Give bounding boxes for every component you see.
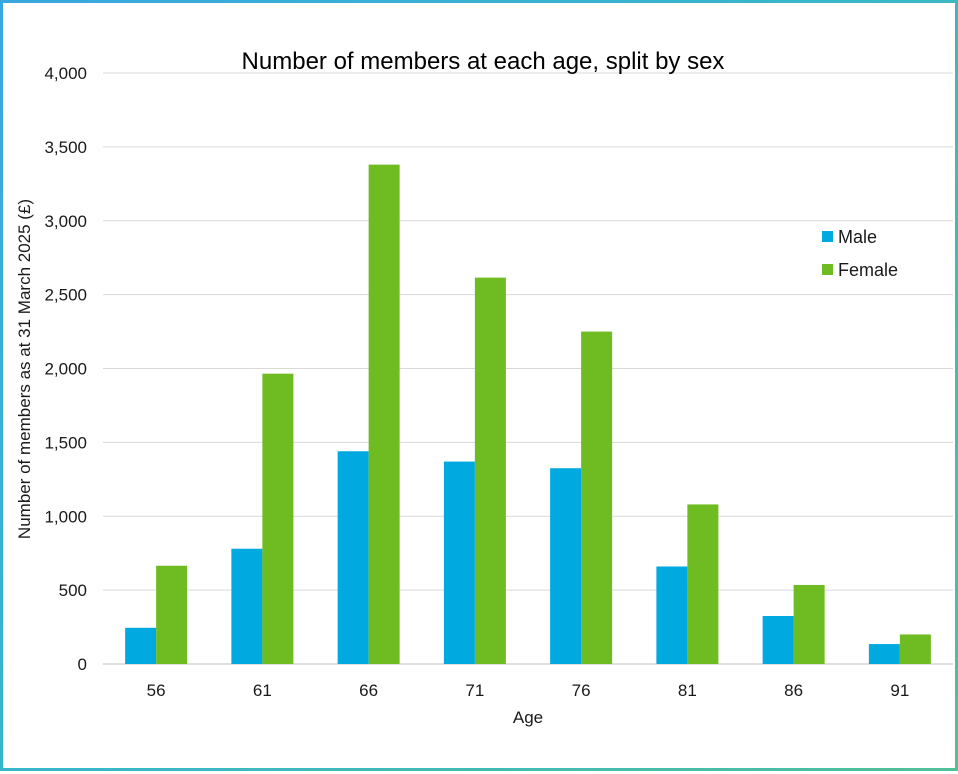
y-tick-label: 1,000 [44, 507, 87, 526]
x-tick-labels: 56 61 66 71 76 81 86 91 [147, 681, 910, 700]
x-tick-label: 71 [465, 681, 484, 700]
y-tick-label: 2,500 [44, 286, 87, 305]
legend-label-male: Male [838, 227, 877, 247]
bar-female-66 [368, 164, 400, 665]
bar-female-56 [156, 565, 188, 664]
bar-female-61 [262, 373, 294, 664]
bar-male-71 [443, 461, 475, 664]
x-tick-label: 56 [147, 681, 166, 700]
y-tick-label: 3,500 [44, 138, 87, 157]
y-tick-label: 2,000 [44, 360, 87, 379]
bars [125, 164, 931, 665]
y-tick-label: 3,000 [44, 212, 87, 231]
legend-swatch-male [822, 231, 833, 242]
x-tick-label: 81 [678, 681, 697, 700]
chart-title: Number of members at each age, split by … [242, 48, 725, 75]
y-axis-label: Number of members as at 31 March 2025 (£… [15, 199, 34, 539]
bar-male-91 [868, 644, 900, 664]
bar-female-81 [687, 504, 719, 664]
x-tick-label: 86 [784, 681, 803, 700]
bar-female-71 [474, 277, 506, 664]
bar-male-81 [656, 566, 688, 664]
bar-male-76 [550, 468, 582, 664]
bar-chart: 05001,0001,5002,0002,5003,0003,5004,000 … [15, 48, 953, 727]
y-tick-label: 0 [78, 655, 87, 674]
legend: Male Female [822, 227, 898, 280]
legend-swatch-female [822, 264, 833, 275]
x-tick-label: 91 [890, 681, 909, 700]
x-tick-label: 66 [359, 681, 378, 700]
bar-male-66 [337, 451, 369, 664]
gridlines [103, 72, 953, 665]
x-tick-label: 76 [572, 681, 591, 700]
bar-female-76 [581, 331, 613, 664]
legend-label-female: Female [838, 260, 898, 280]
x-axis-label: Age [513, 708, 543, 727]
bar-female-86 [793, 584, 825, 664]
y-tick-labels: 0 500 1,000 1,500 2,000 2,500 3,000 3,500 4,000 [44, 64, 87, 674]
y-tick-label: 4,000 [44, 64, 87, 83]
y-tick-label: 1,500 [44, 433, 87, 452]
bar-male-61 [231, 548, 263, 664]
y-tick-label: 500 [59, 581, 87, 600]
x-tick-label: 61 [253, 681, 272, 700]
bar-male-56 [125, 627, 157, 664]
bar-female-91 [899, 634, 931, 664]
bar-male-86 [762, 615, 794, 664]
